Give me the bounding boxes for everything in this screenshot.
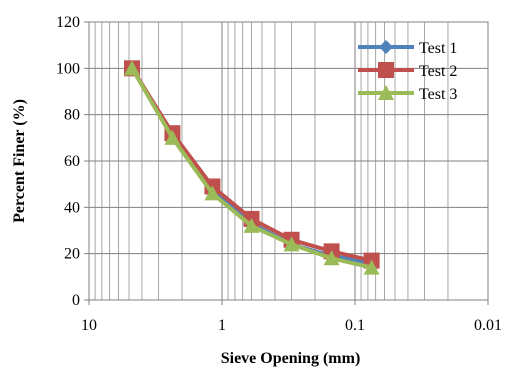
y-tick-label: 20 xyxy=(64,246,80,263)
y-tick-label: 100 xyxy=(56,60,80,77)
x-axis-title: Sieve Opening (mm) xyxy=(221,350,361,367)
data-point xyxy=(204,185,221,201)
x-tick-label: 10 xyxy=(81,317,97,334)
x-axis: 10 1 0.1 0.01 xyxy=(81,300,502,334)
data-point xyxy=(283,236,300,252)
data-point xyxy=(243,217,260,233)
x-tick-label: 1 xyxy=(218,317,226,334)
series-layer xyxy=(123,60,380,275)
series-3 xyxy=(123,60,380,275)
y-tick-label: 120 xyxy=(56,14,80,31)
legend-marker xyxy=(378,85,394,100)
legend-item: Test 3 xyxy=(358,85,457,103)
y-axis-title: Percent Finer (%) xyxy=(11,99,28,223)
x-tick-label: 0.1 xyxy=(345,317,365,334)
legend-marker xyxy=(378,62,394,78)
legend-marker xyxy=(379,40,393,54)
x-tick-label: 0.01 xyxy=(474,317,502,334)
data-point xyxy=(123,60,140,76)
legend-label: Test 1 xyxy=(419,40,457,57)
legend-label: Test 3 xyxy=(419,86,457,103)
legend-label: Test 2 xyxy=(419,63,457,80)
data-point xyxy=(323,250,340,266)
y-tick-label: 60 xyxy=(64,153,80,170)
y-axis: 0 20 40 60 80 100 120 xyxy=(56,14,89,309)
legend: Test 1 Test 2 Test 3 xyxy=(358,40,457,103)
data-point xyxy=(164,129,181,145)
y-tick-label: 0 xyxy=(72,292,80,309)
data-point xyxy=(363,259,380,275)
y-tick-label: 40 xyxy=(64,199,80,216)
legend-item: Test 2 xyxy=(358,62,457,80)
legend-item: Test 1 xyxy=(358,40,457,57)
y-tick-label: 80 xyxy=(64,107,80,124)
